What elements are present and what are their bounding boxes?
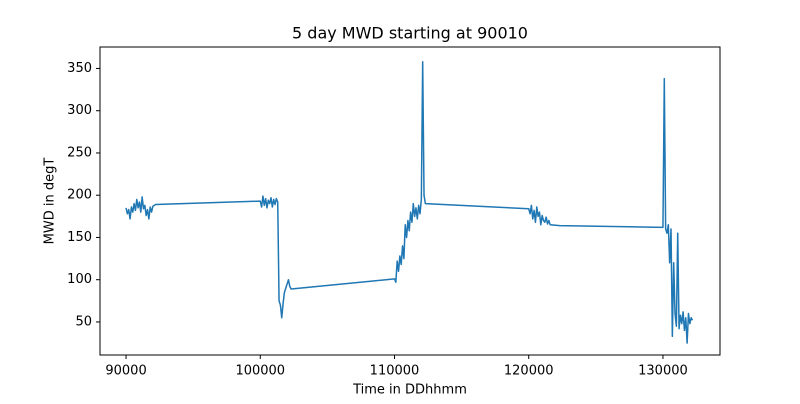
y-tick-label: 250	[67, 145, 92, 160]
y-axis-label: MWD in degT	[43, 158, 58, 245]
x-tick-label: 110000	[370, 364, 420, 379]
y-tick-label: 300	[67, 103, 92, 118]
chart-title: 5 day MWD starting at 90010	[292, 24, 528, 43]
y-tick-label: 200	[67, 188, 92, 203]
plot-frame	[99, 46, 721, 356]
x-tick-label: 130000	[638, 364, 688, 379]
y-tick-label: 100	[67, 272, 92, 287]
y-tick-label: 150	[67, 230, 92, 245]
y-tick-label: 50	[75, 314, 92, 329]
x-tick-label: 100000	[235, 364, 285, 379]
x-tick-label: 120000	[504, 364, 554, 379]
y-tick-label: 350	[67, 61, 92, 76]
x-tick-label: 90000	[105, 364, 146, 379]
x-axis-label: Time in DDhhmm	[352, 383, 467, 398]
data-line	[125, 60, 694, 344]
